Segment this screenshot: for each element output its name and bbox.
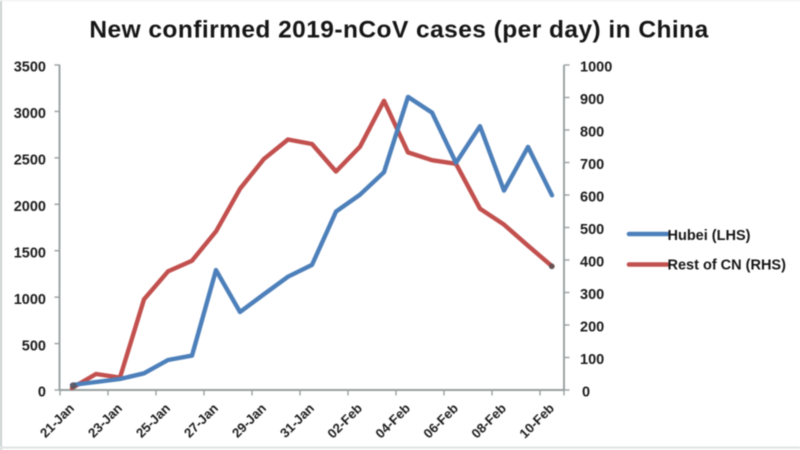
svg-text:200: 200 <box>580 320 604 336</box>
svg-text:300: 300 <box>580 287 604 303</box>
svg-text:1000: 1000 <box>580 60 612 76</box>
svg-text:600: 600 <box>580 190 604 206</box>
svg-text:Hubei (LHS): Hubei (LHS) <box>668 228 751 244</box>
svg-text:500: 500 <box>580 222 604 238</box>
svg-text:800: 800 <box>580 125 604 141</box>
svg-text:2500: 2500 <box>14 153 46 169</box>
svg-text:0: 0 <box>38 385 46 401</box>
svg-text:Rest of CN (RHS): Rest of CN (RHS) <box>668 258 787 274</box>
svg-text:3500: 3500 <box>14 60 46 76</box>
svg-text:500: 500 <box>22 338 46 354</box>
svg-text:400: 400 <box>580 255 604 271</box>
svg-text:900: 900 <box>580 92 604 108</box>
svg-text:1500: 1500 <box>14 245 46 261</box>
svg-text:3000: 3000 <box>14 106 46 122</box>
svg-text:0: 0 <box>582 385 590 401</box>
svg-text:2000: 2000 <box>14 199 46 215</box>
svg-text:1000: 1000 <box>14 292 46 308</box>
svg-text:New confirmed 2019-nCoV cases: New confirmed 2019-nCoV cases (per day) … <box>89 17 708 44</box>
svg-text:700: 700 <box>580 157 604 173</box>
svg-text:100: 100 <box>580 352 604 368</box>
